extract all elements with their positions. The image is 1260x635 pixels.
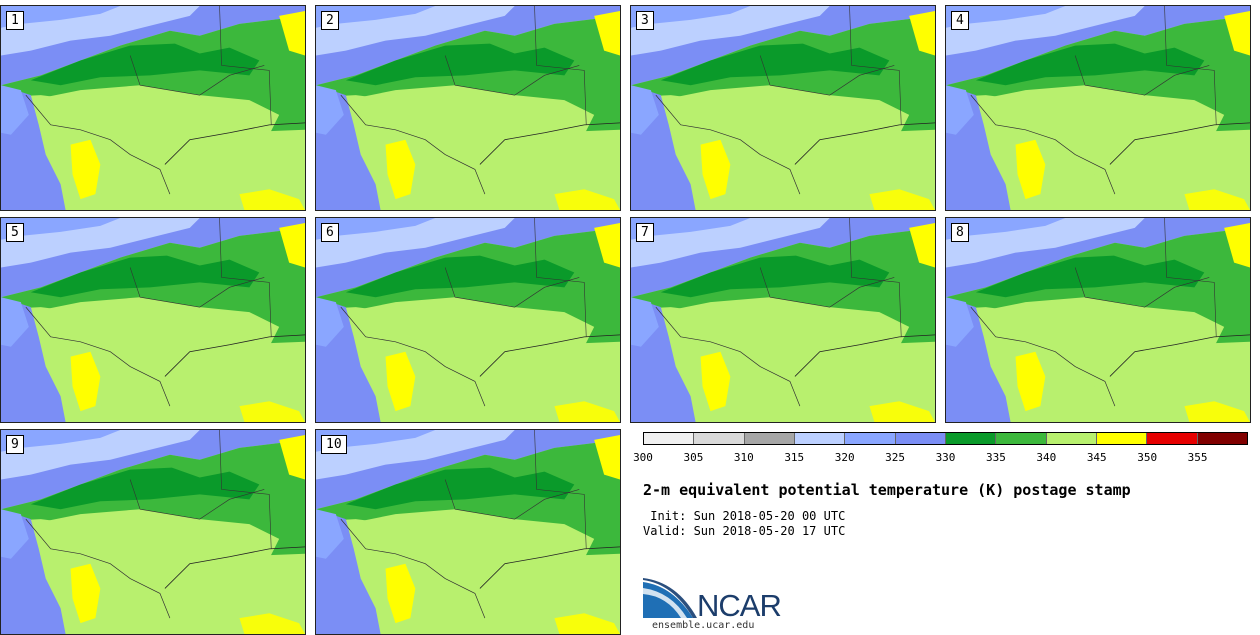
- colorbar-tick-labels: 300 305 310 315 320 325 330 335 340 345 350 355: [633, 451, 1248, 465]
- map-panel-9: 9: [0, 429, 306, 635]
- member-number-label: 8: [951, 223, 969, 242]
- map-panel-7: 7: [630, 217, 936, 423]
- colorbar-segment: [644, 433, 695, 444]
- colorbar-tick-label: 300: [633, 451, 653, 464]
- colorbar-tick-label: 325: [885, 451, 906, 464]
- member-number-label: 7: [636, 223, 654, 242]
- colorbar-tick-label: 355: [1187, 451, 1208, 464]
- member-number-label: 3: [636, 11, 654, 30]
- colorbar-segment: [1197, 433, 1247, 444]
- valid-time: Valid: Sun 2018-05-20 17 UTC: [643, 524, 846, 538]
- member-number-label: 5: [6, 223, 24, 242]
- map-panel-2: 2: [315, 5, 621, 211]
- ncar-logo-icon: [643, 578, 697, 618]
- colorbar-segment: [996, 433, 1047, 444]
- colorbar-tick-label: 350: [1137, 451, 1158, 464]
- colorbar-tick-label: 305: [683, 451, 704, 464]
- colorbar-tick-label: 345: [1086, 451, 1107, 464]
- colorbar-tick-label: 320: [834, 451, 855, 464]
- map-panel-8: 8: [945, 217, 1251, 423]
- colorbar-tick-label: 310: [733, 451, 754, 464]
- member-number-label: 2: [321, 11, 339, 30]
- member-number-label: 10: [321, 435, 347, 454]
- colorbar-tick-label: 315: [784, 451, 805, 464]
- colorbar-tick-label: 330: [935, 451, 956, 464]
- colorbar-segment: [1046, 433, 1097, 444]
- page-title: 2-m equivalent potential temperature (K)…: [643, 481, 1131, 499]
- colorbar-tick-label: 335: [985, 451, 1006, 464]
- colorbar-segment: [794, 433, 846, 444]
- colorbar-segment: [1096, 433, 1148, 444]
- colorbar-segment: [895, 433, 946, 444]
- site-url: ensemble.ucar.edu: [652, 620, 755, 631]
- member-number-label: 4: [951, 11, 969, 30]
- member-number-label: 6: [321, 223, 339, 242]
- map-panel-3: 3: [630, 5, 936, 211]
- map-panel-6: 6: [315, 217, 621, 423]
- colorbar-segment: [694, 433, 745, 444]
- colorbar-segment: [945, 433, 997, 444]
- colorbar-tick-label: 340: [1036, 451, 1057, 464]
- colorbar: [643, 432, 1248, 445]
- map-panel-4: 4: [945, 5, 1251, 211]
- member-number-label: 9: [6, 435, 24, 454]
- colorbar-segment: [1147, 433, 1198, 444]
- map-panel-5: 5: [0, 217, 306, 423]
- map-panel-1: 1: [0, 5, 306, 211]
- map-panel-10: 10: [315, 429, 621, 635]
- init-time: Init: Sun 2018-05-20 00 UTC: [643, 509, 846, 523]
- member-number-label: 1: [6, 11, 24, 30]
- colorbar-segment: [744, 433, 795, 444]
- colorbar-segment: [845, 433, 896, 444]
- logo-wordmark: NCAR: [697, 588, 782, 623]
